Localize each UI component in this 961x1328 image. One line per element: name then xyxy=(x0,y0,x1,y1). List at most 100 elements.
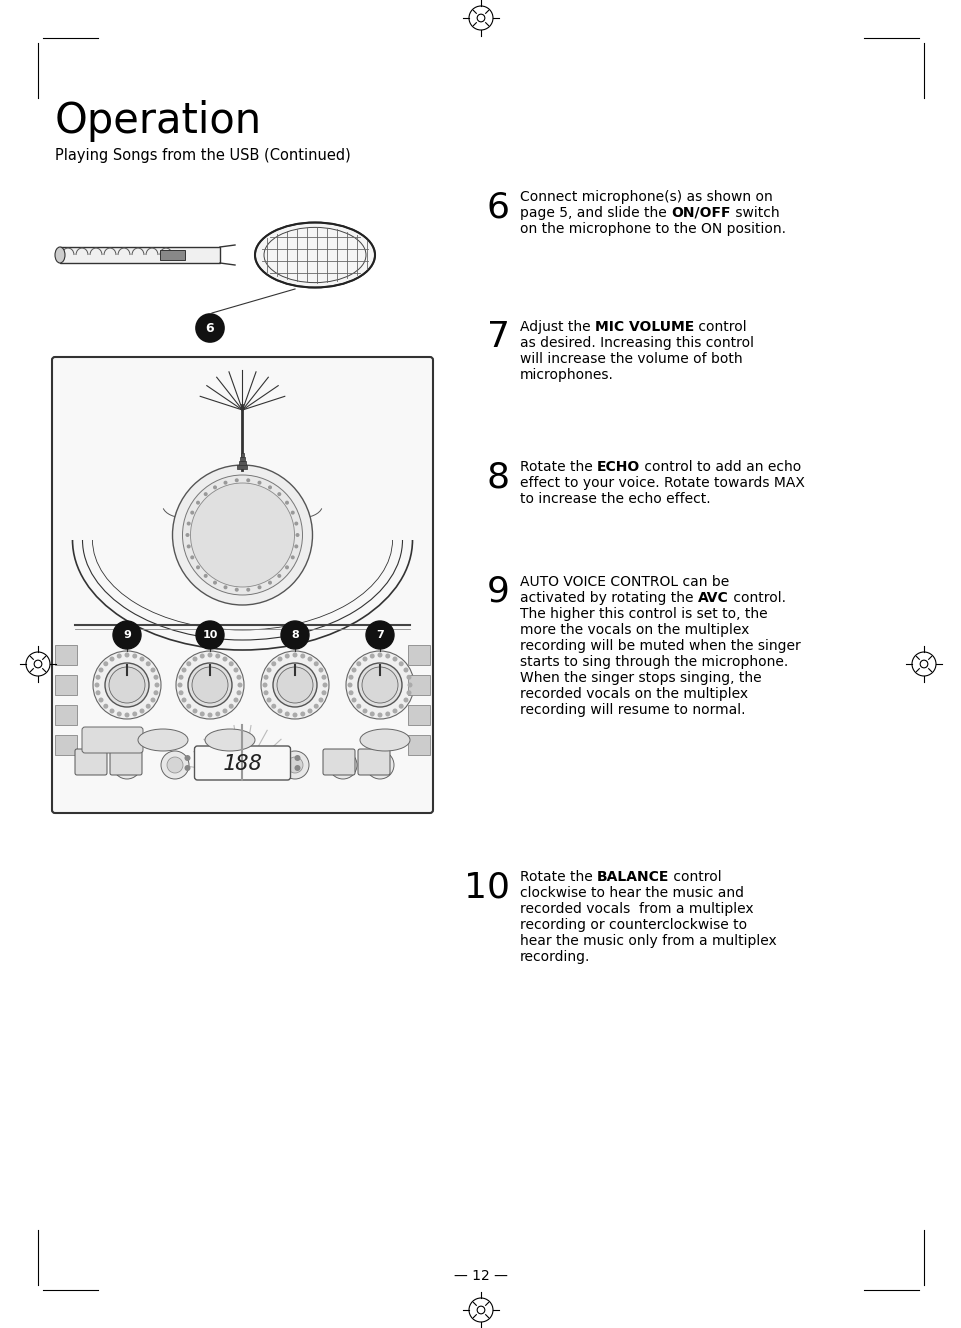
Circle shape xyxy=(403,668,408,672)
Circle shape xyxy=(190,555,194,559)
Text: AVC: AVC xyxy=(697,591,727,606)
Circle shape xyxy=(196,622,224,649)
Circle shape xyxy=(277,656,283,661)
Circle shape xyxy=(356,661,361,667)
Circle shape xyxy=(236,675,241,680)
Circle shape xyxy=(192,667,228,703)
Circle shape xyxy=(372,757,387,773)
Circle shape xyxy=(172,465,312,606)
Circle shape xyxy=(212,580,217,584)
Circle shape xyxy=(346,651,413,718)
Circle shape xyxy=(192,708,197,713)
Ellipse shape xyxy=(137,729,187,752)
Circle shape xyxy=(185,533,189,537)
Text: hear the music only from a multiplex: hear the music only from a multiplex xyxy=(520,934,776,948)
Bar xyxy=(55,645,77,665)
Circle shape xyxy=(369,712,375,717)
Text: 6: 6 xyxy=(486,190,509,224)
Text: to increase the echo effect.: to increase the echo effect. xyxy=(520,491,710,506)
Circle shape xyxy=(186,522,190,526)
Bar xyxy=(238,461,246,465)
Text: more the vocals on the multiplex: more the vocals on the multiplex xyxy=(520,623,749,637)
Text: AUTO VOICE CONTROL can be: AUTO VOICE CONTROL can be xyxy=(520,575,728,590)
Text: Rotate the: Rotate the xyxy=(520,870,597,884)
Text: When the singer stops singing, the: When the singer stops singing, the xyxy=(520,671,761,685)
Circle shape xyxy=(347,683,352,688)
Circle shape xyxy=(119,757,135,773)
Text: will increase the volume of both: will increase the volume of both xyxy=(520,352,742,367)
Text: Adjust the: Adjust the xyxy=(520,320,595,335)
Text: ON/OFF: ON/OFF xyxy=(671,206,729,220)
Text: recording will be muted when the singer: recording will be muted when the singer xyxy=(520,639,800,653)
Circle shape xyxy=(178,683,183,688)
Circle shape xyxy=(196,501,200,505)
Circle shape xyxy=(229,661,234,667)
Circle shape xyxy=(351,697,357,703)
Circle shape xyxy=(266,668,271,672)
Text: MIC VOLUME: MIC VOLUME xyxy=(595,320,694,335)
Circle shape xyxy=(248,752,276,780)
Text: 9: 9 xyxy=(486,575,509,610)
Circle shape xyxy=(234,697,238,703)
Text: 10: 10 xyxy=(463,870,509,904)
Text: control: control xyxy=(694,320,746,335)
Circle shape xyxy=(196,566,200,570)
Circle shape xyxy=(116,653,122,659)
Text: Operation: Operation xyxy=(55,100,261,142)
Ellipse shape xyxy=(55,247,65,263)
Circle shape xyxy=(192,656,197,661)
Circle shape xyxy=(103,661,109,667)
Circle shape xyxy=(263,675,268,680)
Circle shape xyxy=(204,574,208,578)
Ellipse shape xyxy=(205,729,255,752)
Circle shape xyxy=(234,588,238,592)
Circle shape xyxy=(362,656,367,661)
Circle shape xyxy=(281,752,308,780)
Text: 8: 8 xyxy=(486,459,509,494)
Circle shape xyxy=(258,586,261,590)
Circle shape xyxy=(334,757,351,773)
Circle shape xyxy=(116,712,122,717)
Circle shape xyxy=(112,752,141,780)
Circle shape xyxy=(348,675,353,680)
Text: — 12 —: — 12 — xyxy=(454,1270,507,1283)
Circle shape xyxy=(258,481,261,485)
Circle shape xyxy=(308,708,312,713)
Circle shape xyxy=(215,712,220,717)
Circle shape xyxy=(183,475,302,595)
Circle shape xyxy=(186,661,191,667)
Text: recording or counterclockwise to: recording or counterclockwise to xyxy=(520,918,747,932)
Circle shape xyxy=(179,675,184,680)
Circle shape xyxy=(277,574,281,578)
Circle shape xyxy=(185,756,190,761)
Text: on the microphone to the ON position.: on the microphone to the ON position. xyxy=(520,222,785,236)
Circle shape xyxy=(112,622,141,649)
Circle shape xyxy=(277,493,281,497)
Circle shape xyxy=(318,697,323,703)
Circle shape xyxy=(271,661,276,667)
Circle shape xyxy=(300,653,305,659)
Circle shape xyxy=(292,652,297,657)
Text: control: control xyxy=(669,870,722,884)
Circle shape xyxy=(187,663,232,706)
Circle shape xyxy=(294,544,298,548)
Circle shape xyxy=(362,708,367,713)
Circle shape xyxy=(223,481,227,485)
Circle shape xyxy=(246,588,250,592)
Circle shape xyxy=(398,661,404,667)
Circle shape xyxy=(237,683,242,688)
Circle shape xyxy=(208,713,212,717)
Circle shape xyxy=(365,622,394,649)
Circle shape xyxy=(262,683,267,688)
Circle shape xyxy=(103,704,109,709)
Circle shape xyxy=(284,566,288,570)
Circle shape xyxy=(321,675,326,680)
Circle shape xyxy=(105,663,149,706)
Circle shape xyxy=(321,691,326,696)
Text: recorded vocals  from a multiplex: recorded vocals from a multiplex xyxy=(520,902,752,916)
Circle shape xyxy=(281,622,308,649)
Text: 188: 188 xyxy=(222,754,262,774)
Circle shape xyxy=(234,668,238,672)
Circle shape xyxy=(160,752,188,780)
Text: page 5, and slide the: page 5, and slide the xyxy=(520,206,671,220)
